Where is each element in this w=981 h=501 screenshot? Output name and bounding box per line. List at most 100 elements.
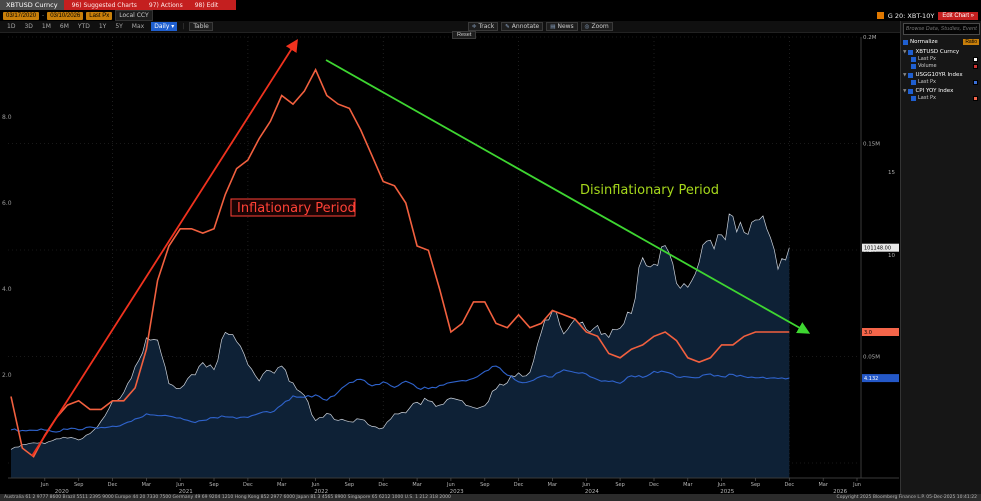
range-1d[interactable]: 1D: [7, 23, 16, 30]
xbtusd-line[interactable]: [10, 213, 790, 450]
data-browser-panel: Normalize Ratio ▼ XBTUSD Curncy Last Px …: [900, 21, 981, 494]
svg-text:Mar: Mar: [412, 482, 422, 488]
range-ytd[interactable]: YTD: [77, 23, 90, 30]
series-color-swatch: [973, 95, 978, 101]
menubar: 96) Suggested Charts 97) Actions 98) Edi…: [63, 0, 237, 10]
table-button[interactable]: Table: [189, 22, 213, 31]
svg-text:10: 10: [888, 253, 895, 259]
reset-button[interactable]: Reset: [452, 31, 477, 39]
series-checkbox[interactable]: [911, 79, 916, 85]
svg-text:2022: 2022: [314, 489, 328, 494]
svg-text:Jun: Jun: [581, 482, 590, 488]
svg-text:Mar: Mar: [683, 482, 693, 488]
currency-select[interactable]: Local CCY: [115, 10, 153, 21]
price-field-select[interactable]: Last Px: [86, 11, 113, 20]
series-checkbox[interactable]: [908, 72, 914, 78]
toolbar-divider: |: [182, 23, 185, 30]
range-5y[interactable]: 5Y: [115, 23, 123, 30]
series-color-swatch: [973, 79, 978, 85]
usgg10yr-line-series[interactable]: [10, 365, 790, 433]
track-button[interactable]: ✛ Track: [467, 22, 499, 31]
legend-usgg10yr-label: USGG10YR Index: [915, 72, 963, 78]
svg-text:8.0: 8.0: [2, 114, 12, 121]
legend-item-label: Last Px: [918, 95, 936, 101]
zoom-button[interactable]: ◎ Zoom: [580, 22, 613, 31]
disinflationary-period-label[interactable]: Disinflationary Period: [580, 183, 719, 198]
legend-xbtusd-lastpx[interactable]: Last Px: [901, 56, 981, 63]
range-1m[interactable]: 1M: [41, 23, 51, 30]
chart-settings-row: 03/17/2020 - 03/10/2026 Last Px Local CC…: [0, 10, 981, 21]
series-checkbox[interactable]: [911, 63, 916, 69]
legend-cpi[interactable]: ▼ CPI YOY Index: [901, 86, 981, 95]
svg-text:2025: 2025: [720, 489, 734, 494]
series-color-swatch: [973, 56, 978, 62]
normalize-checkbox[interactable]: [903, 39, 908, 45]
legend-xbtusd-volume[interactable]: Volume: [901, 63, 981, 70]
annotate-button[interactable]: ✎ Annotate: [501, 22, 544, 31]
svg-text:Mar: Mar: [277, 482, 287, 488]
chevron-down-icon[interactable]: ▼: [903, 49, 907, 55]
chart-toolbar: 1D 3D 1M 6M YTD 1Y 5Y Max Daily ▾ | Tabl…: [0, 21, 900, 33]
svg-text:Mar: Mar: [142, 482, 152, 488]
range-1y[interactable]: 1Y: [98, 23, 107, 30]
legend-xbtusd[interactable]: ▼ XBTUSD Curncy: [901, 47, 981, 56]
inflation-arrow[interactable]: [31, 38, 298, 457]
svg-text:2024: 2024: [585, 489, 599, 494]
legend-xbtusd-label: XBTUSD Curncy: [915, 49, 960, 55]
normalize-label: Normalize: [910, 39, 938, 45]
normalize-mode-dropdown[interactable]: Ratio: [963, 39, 979, 45]
ticker-tab[interactable]: XBTUSD Curncy: [0, 0, 64, 10]
svg-text:Jun: Jun: [175, 482, 184, 488]
legend-item-label: Last Px: [918, 56, 936, 62]
alert-icon[interactable]: [876, 12, 884, 19]
main-chart[interactable]: Inflationary Period Disinflationary Perio…: [0, 33, 900, 494]
inflationary-period-label[interactable]: Inflationary Period: [230, 198, 356, 217]
range-6m[interactable]: 6M: [59, 23, 69, 30]
svg-text:Sep: Sep: [615, 482, 624, 488]
svg-text:Dec: Dec: [243, 482, 253, 488]
end-date-field[interactable]: 03/10/2026: [47, 11, 84, 20]
range-3d[interactable]: 3D: [24, 23, 33, 30]
chevron-down-icon[interactable]: ▼: [903, 88, 907, 94]
menu-actions[interactable]: 97) Actions: [148, 1, 183, 9]
svg-text:Jun: Jun: [717, 482, 726, 488]
menu-edit[interactable]: 98) Edit: [194, 1, 219, 9]
range-max[interactable]: Max: [131, 23, 145, 30]
svg-text:Sep: Sep: [480, 482, 489, 488]
x-axis-labels: Jun Sep Dec Mar Jun Sep Dec Mar Jun Sep Dec Mar Jun S…: [40, 478, 861, 494]
chevron-down-icon[interactable]: ▼: [903, 72, 907, 78]
legend-usgg10yr[interactable]: ▼ USGG10YR Index: [901, 70, 981, 79]
status-copyright: Copyright 2025 Bloomberg Finance L.P. 05…: [836, 495, 977, 500]
cpi-line-series[interactable]: [10, 67, 790, 458]
period-dropdown[interactable]: Daily ▾: [151, 22, 178, 31]
xbtusd-area-series[interactable]: [11, 214, 790, 478]
svg-text:Jun: Jun: [446, 482, 455, 488]
series-checkbox[interactable]: [908, 88, 914, 94]
start-date-field[interactable]: 03/17/2020: [3, 11, 40, 20]
menu-suggested-charts[interactable]: 96) Suggested Charts: [71, 1, 137, 9]
series-checkbox[interactable]: [908, 49, 914, 55]
svg-text:0.15M: 0.15M: [863, 142, 880, 148]
series-checkbox[interactable]: [911, 95, 916, 101]
svg-text:3.0: 3.0: [864, 330, 872, 336]
edit-chart-button[interactable]: Edit Chart »: [938, 11, 978, 20]
series-checkbox[interactable]: [911, 56, 916, 62]
series-color-swatch: [973, 63, 978, 69]
svg-text:Jun: Jun: [40, 482, 49, 488]
left-axis-labels: 8.0 6.0 4.0 2.0: [2, 114, 12, 379]
status-contacts: Australia 61 2 9777 8600 Brazil 5511 239…: [4, 495, 451, 500]
legend-usgg10yr-lastpx[interactable]: Last Px: [901, 79, 981, 86]
svg-text:Mar: Mar: [548, 482, 558, 488]
news-button[interactable]: ▤ News: [546, 22, 578, 31]
svg-text:Dec: Dec: [649, 482, 659, 488]
browse-search-input[interactable]: [903, 23, 980, 35]
svg-text:Sep: Sep: [74, 482, 83, 488]
disinflation-arrow[interactable]: [325, 59, 811, 334]
svg-text:6.0: 6.0: [2, 200, 12, 207]
track-icon: ✛: [471, 23, 477, 30]
legend-cpi-label: CPI YOY Index: [915, 88, 954, 94]
svg-text:Jun: Jun: [311, 482, 320, 488]
legend-cpi-lastpx[interactable]: Last Px: [901, 95, 981, 102]
